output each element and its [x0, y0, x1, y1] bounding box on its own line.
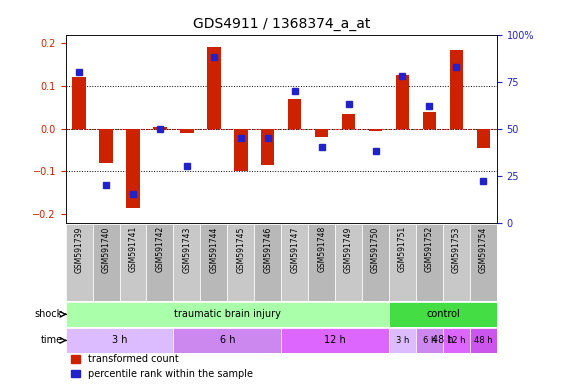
Bar [396, 75, 409, 129]
Bar [180, 129, 194, 133]
Bar [389, 328, 497, 353]
Bar [470, 328, 497, 353]
Text: GSM591746: GSM591746 [263, 226, 272, 273]
Bar [342, 114, 355, 129]
Bar [174, 224, 200, 301]
Bar [99, 129, 113, 163]
Bar [443, 328, 470, 353]
Bar [308, 224, 335, 301]
Bar [315, 129, 328, 137]
Bar [200, 224, 227, 301]
Bar [174, 328, 281, 353]
Bar [153, 126, 167, 129]
Bar [227, 224, 254, 301]
Bar [470, 224, 497, 301]
Text: GSM591740: GSM591740 [102, 226, 111, 273]
Text: 12 h: 12 h [324, 335, 346, 346]
Text: GSM591754: GSM591754 [479, 226, 488, 273]
Bar [416, 224, 443, 301]
Bar [389, 302, 497, 327]
Bar [66, 224, 93, 301]
Bar [389, 224, 416, 301]
Bar [147, 224, 174, 301]
Text: traumatic brain injury: traumatic brain injury [174, 309, 281, 319]
Bar [449, 50, 463, 129]
Text: 6 h: 6 h [423, 336, 436, 345]
Bar [281, 328, 389, 353]
Text: GSM591749: GSM591749 [344, 226, 353, 273]
Text: GDS4911 / 1368374_a_at: GDS4911 / 1368374_a_at [192, 17, 370, 31]
Bar [126, 129, 140, 208]
Text: GSM591744: GSM591744 [210, 226, 218, 273]
Bar [234, 129, 248, 171]
Text: 48 h: 48 h [474, 336, 493, 345]
Text: GSM591747: GSM591747 [290, 226, 299, 273]
Text: GSM591750: GSM591750 [371, 226, 380, 273]
Text: GSM591741: GSM591741 [128, 226, 138, 272]
Bar [66, 302, 389, 327]
Bar [119, 224, 147, 301]
Bar [477, 129, 490, 148]
Text: time: time [41, 335, 63, 346]
Text: GSM591739: GSM591739 [75, 226, 83, 273]
Text: 12 h: 12 h [447, 336, 465, 345]
Bar [254, 224, 281, 301]
Text: 48 h: 48 h [432, 335, 454, 346]
Bar [335, 224, 362, 301]
Text: GSM591751: GSM591751 [398, 226, 407, 272]
Text: GSM591743: GSM591743 [182, 226, 191, 273]
Text: GSM591748: GSM591748 [317, 226, 326, 272]
Text: 3 h: 3 h [112, 335, 127, 346]
Bar [443, 224, 470, 301]
Bar [281, 224, 308, 301]
Text: GSM591752: GSM591752 [425, 226, 434, 272]
Text: GSM591745: GSM591745 [236, 226, 246, 273]
Legend: transformed count, percentile rank within the sample: transformed count, percentile rank withi… [71, 354, 253, 379]
Bar [261, 129, 275, 165]
Bar [389, 328, 416, 353]
Text: GSM591742: GSM591742 [155, 226, 164, 272]
Text: 6 h: 6 h [220, 335, 235, 346]
Text: shock: shock [35, 309, 63, 319]
Bar [423, 111, 436, 129]
Bar [362, 224, 389, 301]
Bar [416, 328, 443, 353]
Bar [369, 129, 382, 131]
Bar [73, 77, 86, 129]
Text: control: control [426, 309, 460, 319]
Bar [93, 224, 119, 301]
Text: 3 h: 3 h [396, 336, 409, 345]
Text: GSM591753: GSM591753 [452, 226, 461, 273]
Bar [288, 99, 301, 129]
Bar [66, 328, 174, 353]
Bar [207, 47, 220, 129]
